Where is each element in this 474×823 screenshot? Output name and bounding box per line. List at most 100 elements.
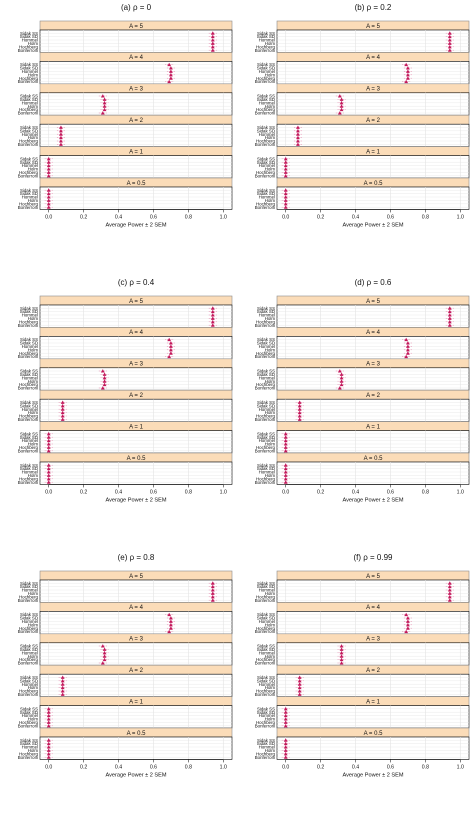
category-label: Bonferroni [18, 661, 38, 666]
category-label: Bonferroni [255, 480, 275, 485]
x-tick-label: 0.8 [185, 489, 192, 495]
category-label: Holm [28, 748, 39, 753]
subplot-title: (e) ρ = 0.8 [118, 553, 155, 562]
x-tick-label: 0.4 [352, 764, 359, 770]
data-point [100, 111, 105, 115]
category-label: Bonferroni [255, 448, 275, 453]
category-label: Hochberg [256, 476, 276, 481]
panel-strip-label: A = 5 [129, 299, 144, 305]
data-point [59, 135, 63, 140]
category-label: Sidak SS [257, 675, 275, 680]
x-tick-label: 1.0 [220, 764, 227, 770]
panel-strip-label: A = 2 [366, 118, 381, 124]
data-point [339, 379, 344, 383]
category-label: Sidak SS [257, 644, 275, 649]
panel-strip-label: A = 4 [129, 605, 144, 611]
category-label: Holm [28, 104, 39, 109]
data-point [46, 706, 51, 711]
data-point [46, 163, 51, 168]
data-point [46, 198, 51, 202]
data-point [102, 654, 107, 658]
category-label: Bonferroni [255, 111, 275, 116]
category-label: Bonferroni [18, 205, 38, 210]
data-point [46, 745, 51, 749]
subplot-title: (d) ρ = 0.6 [355, 278, 392, 287]
category-label: Sidak SD [257, 191, 275, 196]
data-point [297, 403, 302, 408]
data-point [60, 682, 65, 686]
category-label: Hommel [22, 619, 38, 624]
data-point [447, 588, 452, 592]
data-point [167, 337, 172, 342]
category-label: Sidak SD [20, 372, 38, 377]
category-label: Sidak SD [20, 710, 38, 715]
category-label: Hommel [22, 195, 38, 200]
category-label: Sidak SD [20, 128, 38, 133]
category-label: Holm [28, 316, 39, 321]
data-point [210, 41, 215, 45]
data-point [46, 156, 51, 161]
x-axis: 0.0 0.2 0.4 0.6 0.8 1.0 Average Power ± 2 SEM [282, 759, 464, 778]
category-label: Hommel [22, 375, 38, 380]
data-point [100, 661, 105, 665]
category-label: Hochberg [19, 594, 39, 599]
category-label: Holm [265, 591, 276, 596]
category-label: Sidak SD [257, 584, 275, 589]
data-point [100, 369, 105, 373]
data-point [210, 584, 215, 589]
data-point [210, 581, 215, 585]
data-point [283, 431, 288, 436]
category-label: Hommel [22, 407, 38, 412]
data-point [210, 44, 215, 49]
data-point [283, 195, 288, 199]
data-point [59, 128, 63, 133]
category-label: Hommel [259, 132, 275, 137]
data-point [59, 142, 63, 146]
category-label: Sidak SS [20, 463, 38, 468]
data-point [60, 400, 65, 404]
category-label: Sidak SS [257, 463, 275, 468]
category-label: Sidak SD [20, 309, 38, 314]
panel-strip-label: A = 5 [366, 574, 381, 580]
category-label: Hommel [22, 588, 38, 593]
panel-strip-label: A = 4 [129, 55, 144, 61]
category-label: Hochberg [19, 139, 39, 144]
category-label: Sidak SD [20, 403, 38, 408]
category-label: Hochberg [256, 319, 276, 324]
category-label: Sidak SS [257, 738, 275, 743]
category-label: Sidak SD [257, 34, 275, 39]
category-label: Hommel [22, 745, 38, 750]
data-point [100, 386, 105, 390]
category-label: Hommel [22, 163, 38, 168]
panel-strip-label: A = 5 [129, 24, 144, 30]
category-label: Bonferroni [18, 629, 38, 634]
data-point [339, 661, 344, 665]
data-point [297, 417, 302, 421]
category-label: Holm [28, 347, 39, 352]
category-label: Holm [265, 198, 276, 203]
category-label: Sidak SD [20, 741, 38, 746]
category-label: Hochberg [256, 720, 276, 725]
category-label: Bonferroni [255, 79, 275, 84]
data-point [283, 170, 288, 174]
data-point [447, 38, 452, 42]
category-label: Hommel [259, 195, 275, 200]
data-point [296, 128, 300, 133]
data-point [283, 473, 288, 477]
data-point [169, 66, 173, 70]
panel-strip-label: A = 4 [129, 330, 144, 336]
category-label: Holm [28, 473, 39, 478]
category-label: Sidak SS [257, 431, 275, 436]
subplot-title: (b) ρ = 0.2 [355, 3, 392, 12]
data-point [210, 34, 215, 39]
category-label: Holm [28, 41, 39, 46]
data-point [406, 344, 410, 348]
